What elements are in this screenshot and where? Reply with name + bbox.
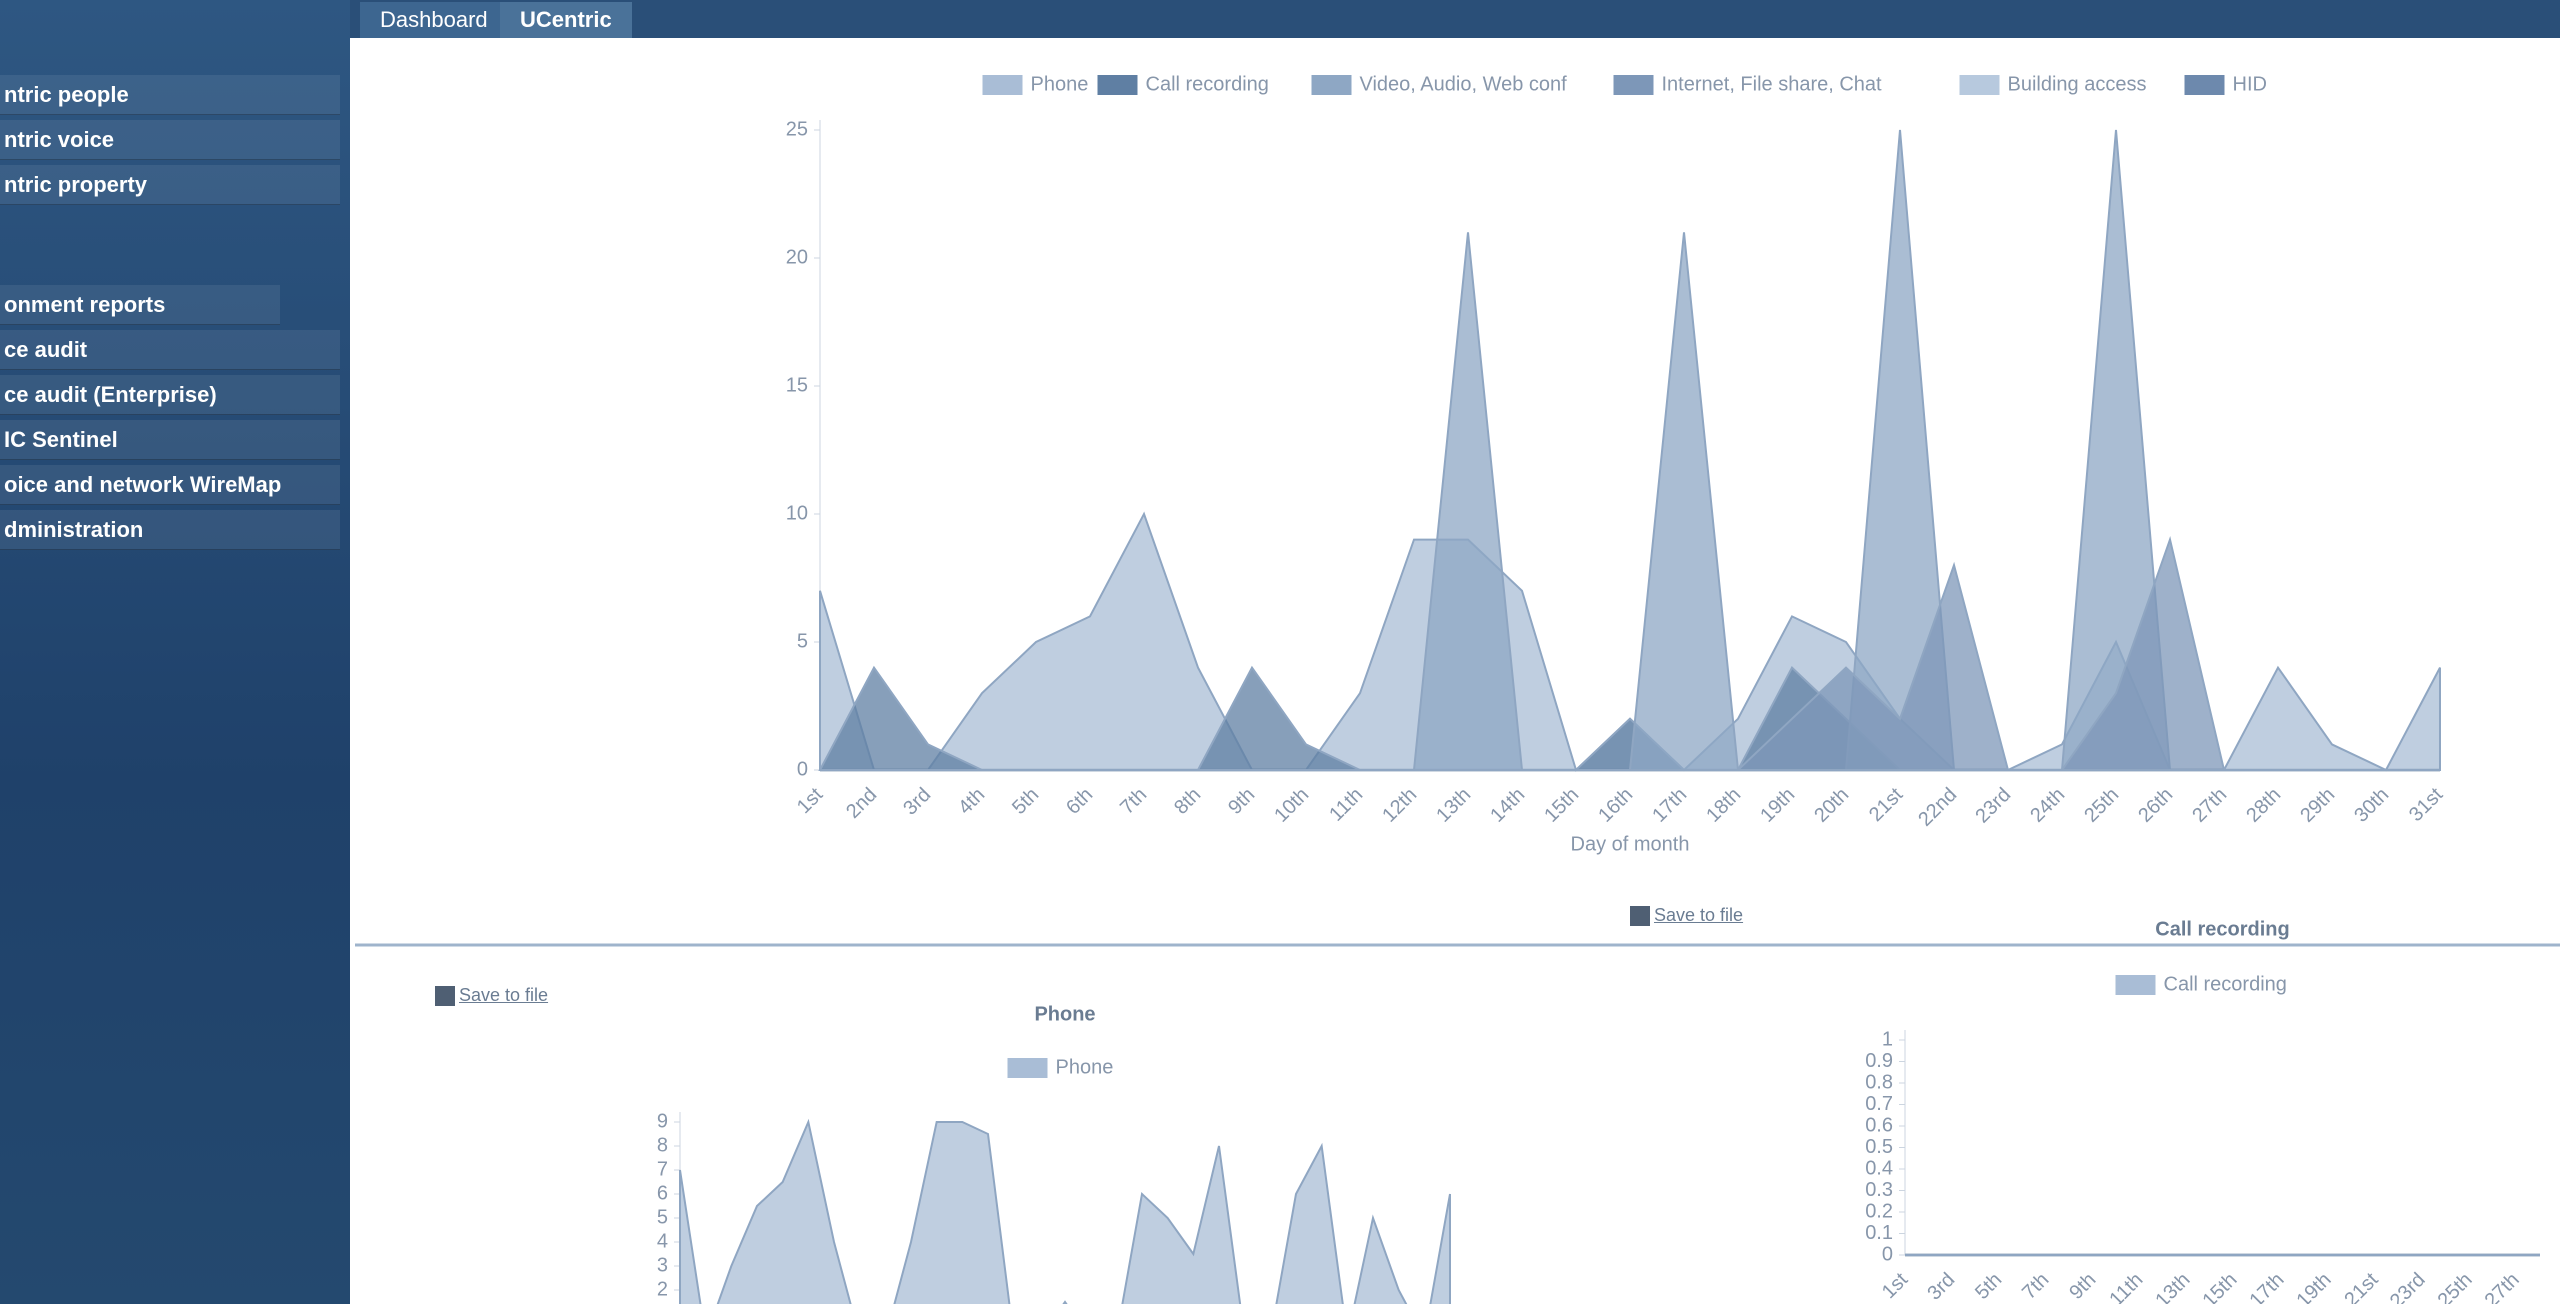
nav-item[interactable]: IC Sentinel [0, 420, 340, 460]
nav-item[interactable]: ntric property [0, 165, 340, 205]
y-tick-label: 0 [1882, 1243, 1893, 1265]
nav-item[interactable]: oice and network WireMap [0, 465, 340, 505]
sidebar: ntric people ntric voice ntric property … [0, 0, 350, 1304]
save-label[interactable]: Save to file [1654, 905, 1744, 925]
y-tick-label: 5 [657, 1206, 668, 1228]
x-tick-label: 21st [2340, 1268, 2383, 1304]
y-tick-label: 0.8 [1865, 1071, 1893, 1093]
y-tick-label: 2 [657, 1278, 668, 1300]
floppy-icon [1630, 906, 1650, 927]
legend-swatch [1007, 1058, 1048, 1078]
nav-header[interactable]: onment reports [0, 285, 280, 325]
y-tick-label: 0.3 [1865, 1179, 1893, 1201]
x-tick-label: 15th [2198, 1269, 2241, 1304]
x-tick-label: 17th [2245, 1269, 2288, 1304]
y-tick-label: 7 [657, 1158, 668, 1180]
y-tick-label: 6 [657, 1182, 668, 1204]
area-series [679, 1118, 1451, 1304]
y-tick-label: 0.1 [1865, 1222, 1893, 1244]
legend-label: Call recording [2164, 973, 2287, 995]
save-label[interactable]: Save to file [459, 985, 549, 1005]
y-tick-label: 4 [657, 1230, 668, 1252]
y-tick-label: 0.5 [1865, 1136, 1893, 1158]
x-tick-label: 13th [2151, 1269, 2194, 1304]
y-tick-label: 0.2 [1865, 1200, 1893, 1222]
x-tick-label: 9th [2065, 1269, 2100, 1304]
nav-item[interactable]: ce audit (Enterprise) [0, 375, 340, 415]
x-tick-label: 25th [2434, 1269, 2477, 1304]
x-tick-label: 3rd [1923, 1269, 1959, 1304]
x-tick-label: 5th [1971, 1269, 2006, 1304]
nav-item[interactable]: ce audit [0, 330, 340, 370]
y-tick-label: 0.7 [1865, 1093, 1893, 1115]
x-tick-label: 19th [2293, 1269, 2336, 1304]
save-link[interactable]: Save to file [1630, 905, 1744, 927]
y-tick-label: 0.4 [1865, 1157, 1893, 1179]
legend-swatch [2115, 975, 2156, 995]
nav-item[interactable]: ntric people [0, 75, 340, 115]
y-tick-label: 0.9 [1865, 1050, 1893, 1072]
y-tick-label: 3 [657, 1254, 668, 1276]
legend-label: Phone [1056, 1056, 1114, 1078]
save-link[interactable]: Save to file [435, 985, 549, 1007]
x-tick-label: 7th [2018, 1269, 2053, 1304]
nav-item[interactable]: dministration [0, 510, 340, 550]
x-tick-label: 23rd [2386, 1269, 2430, 1304]
y-tick-label: 0.6 [1865, 1114, 1893, 1136]
y-tick-label: 9 [657, 1110, 668, 1132]
nav-item[interactable]: ntric voice [0, 120, 340, 160]
tab[interactable]: UCentric [500, 2, 632, 38]
tab-bar: Dashboard UCentric [350, 0, 2560, 38]
main-panel [355, 38, 2560, 938]
x-tick-label: 27th [2481, 1269, 2524, 1304]
tab[interactable]: Dashboard [360, 2, 508, 38]
chart-title: Phone [1034, 1003, 1095, 1025]
y-tick-label: 8 [657, 1134, 668, 1156]
floppy-icon [435, 986, 455, 1007]
x-tick-label: 11th [2105, 1269, 2147, 1304]
y-tick-label: 1 [1882, 1028, 1893, 1050]
x-tick-label: 1st [1878, 1268, 1913, 1303]
